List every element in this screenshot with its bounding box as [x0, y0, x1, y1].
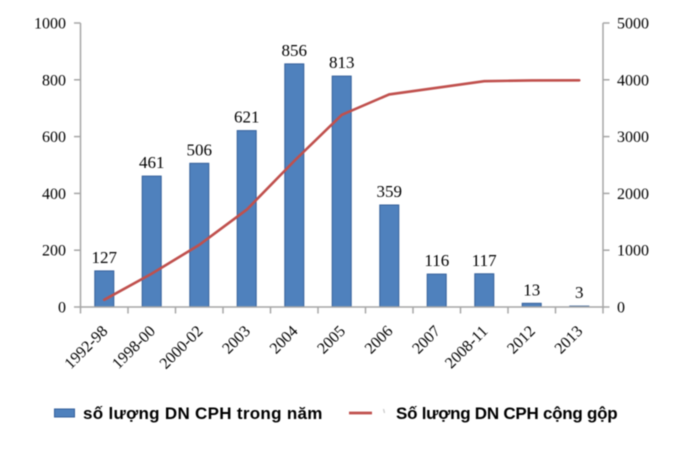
svg-text:Số lượng DN CPH cộng gộp: Số lượng DN CPH cộng gộp	[396, 404, 617, 423]
svg-text:800: 800	[42, 72, 66, 89]
svg-text:13: 13	[523, 280, 540, 299]
svg-text:1000: 1000	[34, 16, 66, 33]
svg-text:813: 813	[329, 53, 355, 72]
svg-text:1000: 1000	[617, 243, 649, 260]
svg-text:200: 200	[42, 243, 66, 260]
svg-text:3000: 3000	[617, 129, 649, 146]
svg-text:0: 0	[58, 300, 66, 317]
svg-text:400: 400	[42, 186, 66, 203]
svg-text:117: 117	[472, 251, 497, 270]
svg-text:2000: 2000	[617, 186, 649, 203]
svg-text:461: 461	[139, 153, 165, 172]
svg-text:127: 127	[91, 248, 117, 267]
svg-text:621: 621	[234, 108, 260, 127]
svg-text:số lượng DN CPH trong năm: số lượng DN CPH trong năm	[83, 404, 323, 423]
svg-text:506: 506	[186, 140, 212, 159]
svg-text:4000: 4000	[617, 72, 649, 89]
svg-text:359: 359	[376, 182, 402, 201]
svg-text:5000: 5000	[617, 16, 649, 33]
svg-text:116: 116	[424, 251, 449, 270]
svg-text:3: 3	[575, 283, 584, 302]
svg-text:600: 600	[42, 129, 66, 146]
svg-text:0: 0	[617, 300, 625, 317]
svg-text:856: 856	[281, 41, 307, 60]
